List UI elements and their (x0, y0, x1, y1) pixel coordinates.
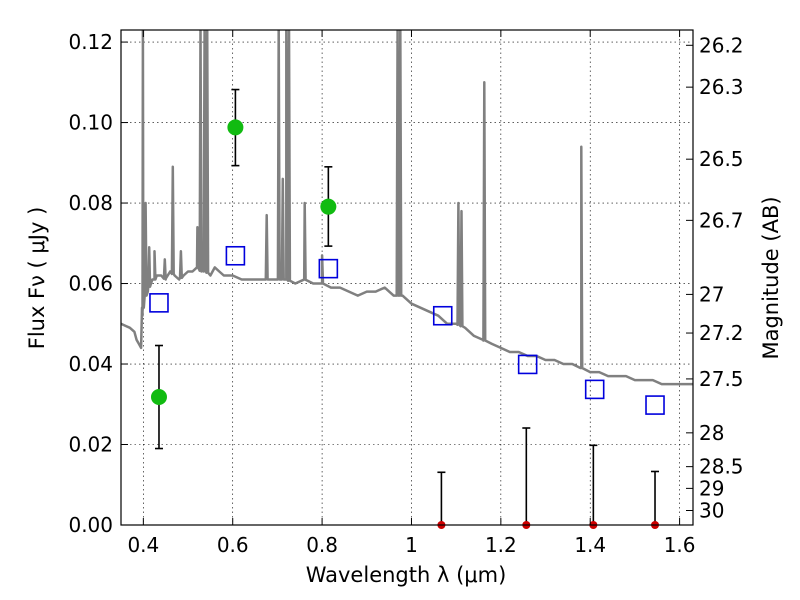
right-tick-label: 26.3 (699, 75, 744, 99)
right-tick-label: 28 (699, 421, 724, 445)
y-tick-label: 0.00 (68, 513, 113, 537)
x-tick-label: 1.4 (574, 533, 606, 557)
axis-ticks: 0.4 0.6 0.8 1 1.2 1.4 1.6 0.00 0.02 0.04 0.06 0.08 0… (68, 30, 744, 557)
y-tick-label: 0.02 (68, 433, 113, 457)
detection-point (150, 389, 167, 406)
y-axis-label-right: Magnitude (AB) (759, 196, 783, 359)
plot-frame (120, 29, 694, 526)
y-tick-label: 0.10 (68, 111, 113, 135)
x-tick-label: 1.6 (664, 533, 696, 557)
right-tick-label: 29 (699, 476, 724, 500)
model-flux-square (645, 395, 665, 415)
model-flux-square (584, 379, 605, 400)
model-flux-square (517, 354, 538, 375)
right-tick-label: 28.5 (699, 455, 744, 479)
right-tick-label: 27 (699, 282, 724, 306)
right-tick-label: 30 (699, 499, 724, 523)
model-flux-square (149, 293, 169, 313)
detection-point (227, 119, 244, 136)
y-axis-label-left: Flux Fν ( μJy ) (25, 207, 49, 350)
right-tick-label: 26.2 (699, 33, 744, 57)
right-tick-label: 26.7 (699, 208, 744, 232)
y-tick-label: 0.04 (68, 352, 113, 376)
y-tick-label: 0.12 (68, 30, 113, 54)
model-flux-square (432, 305, 453, 326)
x-tick-label: 1.2 (485, 533, 517, 557)
x-tick-label: 0.4 (127, 533, 159, 557)
right-tick-label: 26.5 (699, 147, 744, 171)
detection-point (320, 198, 337, 215)
y-tick-label: 0.08 (68, 191, 113, 215)
spectrum-line (121, 30, 693, 386)
model-flux-square (318, 258, 339, 279)
model-spectrum (121, 30, 693, 386)
right-tick-label: 27.5 (699, 367, 744, 391)
model-flux-square (225, 245, 246, 266)
x-axis-label: Wavelength λ (μm) (306, 563, 507, 587)
data-markers (149, 88, 665, 529)
grid-lines (121, 30, 693, 525)
x-tick-label: 0.8 (306, 533, 338, 557)
right-tick-label: 27.2 (699, 321, 744, 345)
x-tick-label: 1 (405, 533, 418, 557)
x-tick-label: 0.6 (217, 533, 249, 557)
y-tick-label: 0.06 (68, 272, 113, 296)
